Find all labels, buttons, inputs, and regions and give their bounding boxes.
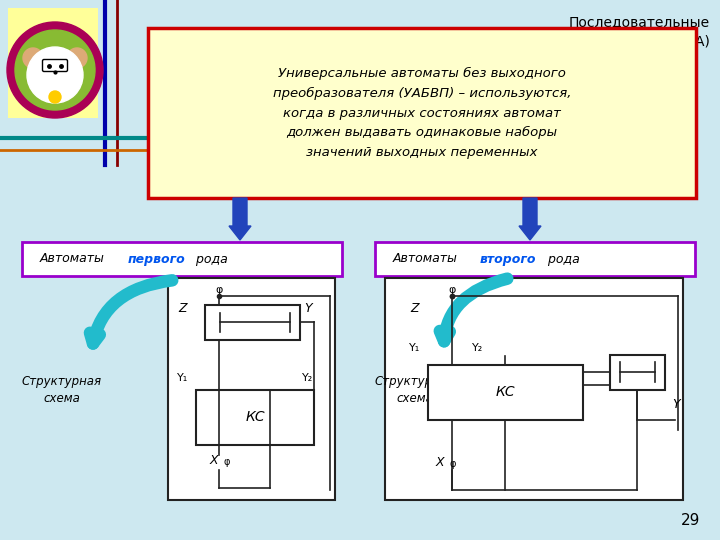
Text: Z: Z — [179, 301, 187, 314]
Text: второго: второго — [480, 253, 536, 266]
FancyArrow shape — [519, 198, 541, 240]
Text: Y₁: Y₁ — [177, 373, 189, 383]
Circle shape — [23, 48, 43, 68]
Circle shape — [27, 47, 83, 103]
FancyBboxPatch shape — [196, 390, 314, 445]
Circle shape — [67, 48, 87, 68]
FancyBboxPatch shape — [22, 242, 342, 276]
FancyBboxPatch shape — [148, 28, 696, 198]
Text: Y₁: Y₁ — [410, 343, 420, 353]
Text: рода: рода — [540, 253, 580, 266]
FancyBboxPatch shape — [610, 355, 665, 390]
Circle shape — [49, 91, 61, 103]
Text: Универсальные автоматы без выходного
преобразователя (УАБВП) – используются,
ког: Универсальные автоматы без выходного пре… — [273, 68, 571, 159]
Text: φ: φ — [215, 285, 222, 295]
Text: КС: КС — [495, 385, 515, 399]
Text: φ: φ — [449, 285, 456, 295]
FancyBboxPatch shape — [168, 278, 335, 500]
Text: Структурная
схема: Структурная схема — [22, 375, 102, 405]
Text: Z: Z — [410, 301, 419, 314]
Text: 29: 29 — [680, 513, 700, 528]
FancyBboxPatch shape — [205, 305, 300, 340]
Text: Y₂: Y₂ — [302, 373, 314, 383]
Circle shape — [7, 22, 103, 118]
Text: Y: Y — [672, 399, 680, 411]
Text: Автоматы: Автоматы — [40, 253, 113, 266]
FancyBboxPatch shape — [385, 278, 683, 500]
Text: Последовательные
автоматы  (ПА): Последовательные автоматы (ПА) — [569, 15, 710, 49]
Text: X: X — [210, 454, 218, 467]
Text: Автоматы: Автоматы — [393, 253, 466, 266]
Text: рода: рода — [188, 253, 228, 266]
FancyBboxPatch shape — [8, 8, 98, 118]
Text: Структурная
схема: Структурная схема — [375, 375, 455, 405]
FancyBboxPatch shape — [375, 242, 695, 276]
FancyBboxPatch shape — [428, 365, 583, 420]
Text: Y₂: Y₂ — [472, 343, 484, 353]
Text: Y: Y — [304, 301, 312, 314]
Text: первого: первого — [128, 253, 186, 266]
Text: φ: φ — [224, 457, 230, 467]
Text: КС: КС — [246, 410, 265, 424]
Text: φ: φ — [450, 459, 456, 469]
FancyArrow shape — [229, 198, 251, 240]
Circle shape — [15, 30, 95, 110]
Text: X: X — [436, 456, 444, 469]
